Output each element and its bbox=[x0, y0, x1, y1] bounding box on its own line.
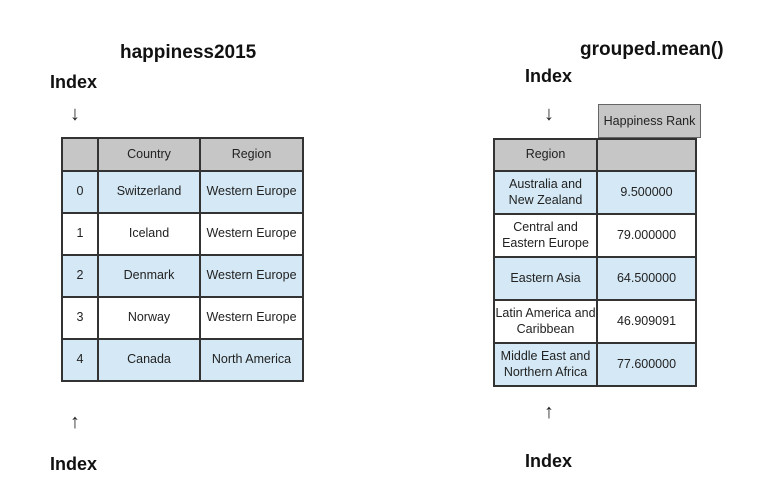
region-index-cell: Australia and New Zealand bbox=[493, 170, 598, 215]
right-title: grouped.mean() bbox=[580, 39, 724, 60]
mean-value-cell: 79.000000 bbox=[596, 213, 697, 258]
country-header-cell: Country bbox=[97, 137, 201, 172]
country-cell: Norway bbox=[97, 296, 201, 340]
region-cell: Western Europe bbox=[199, 170, 304, 214]
right-arrow-up-icon: ↑ bbox=[544, 401, 554, 423]
table-row: Middle East and Northern Africa 77.60000… bbox=[493, 342, 697, 387]
region-index-header-cell: Region bbox=[493, 138, 598, 172]
table-row: 3 Norway Western Europe bbox=[61, 296, 304, 340]
country-cell: Denmark bbox=[97, 254, 201, 298]
table-row: Eastern Asia 64.500000 bbox=[493, 256, 697, 301]
region-index-cell: Central and Eastern Europe bbox=[493, 213, 598, 258]
region-cell: North America bbox=[199, 338, 304, 382]
country-cell: Canada bbox=[97, 338, 201, 382]
left-arrow-up-icon: ↑ bbox=[70, 411, 80, 433]
region-header-cell: Region bbox=[199, 137, 304, 172]
value-header-cell bbox=[596, 138, 697, 172]
left-index-label-bottom: Index bbox=[50, 454, 98, 474]
table-row: 0 Switzerland Western Europe bbox=[61, 170, 304, 214]
mean-value-cell: 77.600000 bbox=[596, 342, 697, 387]
mean-value-cell: 46.909091 bbox=[596, 299, 697, 344]
table-row: Latin America and Caribbean 46.909091 bbox=[493, 299, 697, 344]
right-index-label-bottom: Index bbox=[525, 451, 573, 471]
table-row: 1 Iceland Western Europe bbox=[61, 212, 304, 256]
happiness-rank-header: Happiness Rank bbox=[598, 104, 701, 138]
index-cell: 2 bbox=[61, 254, 99, 298]
country-cell: Switzerland bbox=[97, 170, 201, 214]
index-cell: 3 bbox=[61, 296, 99, 340]
index-cell: 4 bbox=[61, 338, 99, 382]
region-index-cell: Middle East and Northern Africa bbox=[493, 342, 598, 387]
region-cell: Western Europe bbox=[199, 212, 304, 256]
region-index-cell: Latin America and Caribbean bbox=[493, 299, 598, 344]
table-row: Australia and New Zealand 9.500000 bbox=[493, 170, 697, 215]
left-title: happiness2015 bbox=[120, 42, 257, 63]
left-arrow-down-icon: ↓ bbox=[70, 103, 80, 125]
mean-value-cell: 64.500000 bbox=[596, 256, 697, 301]
table-header-row: Region bbox=[493, 138, 697, 172]
table-row: 2 Denmark Western Europe bbox=[61, 254, 304, 298]
left-dataframe-table: Country Region 0 Switzerland Western Eur… bbox=[61, 137, 304, 382]
table-row: Central and Eastern Europe 79.000000 bbox=[493, 213, 697, 258]
region-cell: Western Europe bbox=[199, 296, 304, 340]
country-cell: Iceland bbox=[97, 212, 201, 256]
table-header-row: Country Region bbox=[61, 137, 304, 172]
index-cell: 0 bbox=[61, 170, 99, 214]
mean-value-cell: 9.500000 bbox=[596, 170, 697, 215]
table-row: 4 Canada North America bbox=[61, 338, 304, 382]
index-cell: 1 bbox=[61, 212, 99, 256]
right-grouped-table: Region Australia and New Zealand 9.50000… bbox=[493, 138, 697, 387]
index-header-cell bbox=[61, 137, 99, 172]
region-index-cell: Eastern Asia bbox=[493, 256, 598, 301]
region-cell: Western Europe bbox=[199, 254, 304, 298]
left-index-label-top: Index bbox=[50, 72, 98, 92]
right-index-label-top: Index bbox=[525, 66, 573, 86]
right-arrow-down-icon: ↓ bbox=[544, 103, 554, 125]
